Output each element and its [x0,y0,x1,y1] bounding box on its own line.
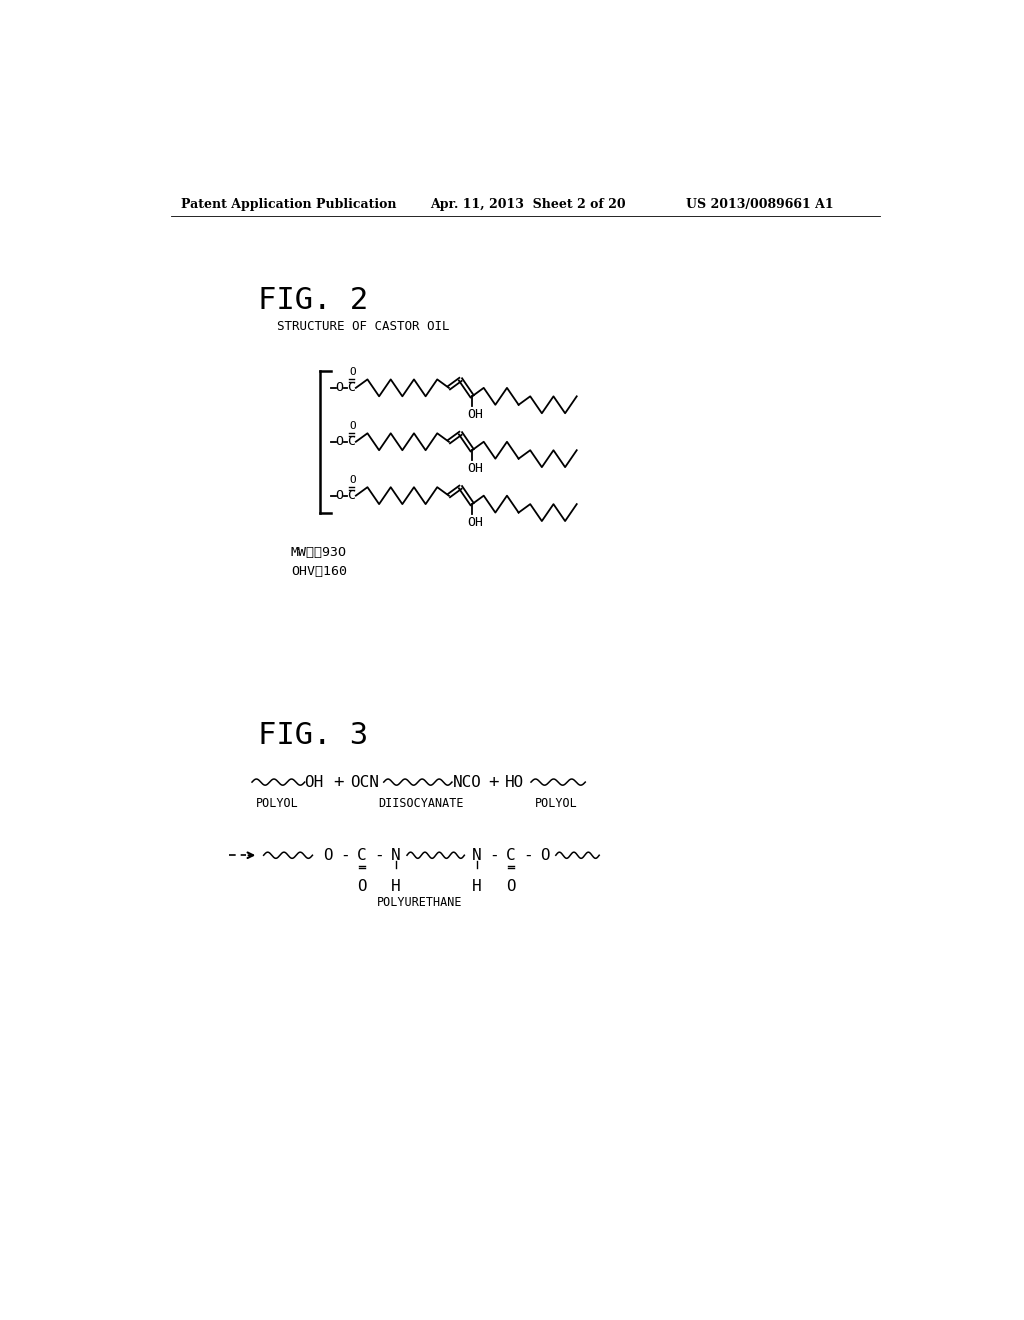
Text: -: - [340,847,350,863]
Text: +: + [334,774,344,791]
Text: N: N [391,847,401,863]
Text: O: O [336,436,344,449]
Text: DIISOCYANATE: DIISOCYANATE [378,797,464,810]
Text: O: O [336,490,344,502]
Text: POLYOL: POLYOL [536,797,578,810]
Text: -: - [523,847,532,863]
Text: FIG. 3: FIG. 3 [258,722,369,750]
Text: US 2013/0089661 A1: US 2013/0089661 A1 [686,198,834,211]
Text: H: H [391,879,401,894]
Text: O: O [349,475,356,486]
Text: O: O [357,879,367,894]
Text: C: C [357,847,367,863]
Text: OCN: OCN [350,775,379,789]
Text: OH: OH [467,516,483,529]
Text: O: O [324,847,333,863]
Text: POLYURETHANE: POLYURETHANE [377,896,462,909]
Text: C: C [347,381,355,395]
Text: N: N [472,847,481,863]
Text: HO: HO [505,775,524,789]
Text: -: - [375,847,384,863]
Text: FIG. 2: FIG. 2 [258,286,369,315]
Text: H: H [472,879,481,894]
Text: OH: OH [304,775,324,789]
Text: OH: OH [467,462,483,475]
Text: OH: OH [467,408,483,421]
Text: Patent Application Publication: Patent Application Publication [180,198,396,211]
Text: NCO: NCO [453,775,482,789]
Text: O: O [336,381,344,395]
Text: O: O [349,367,356,378]
Text: -: - [489,847,499,863]
Text: STRUCTURE OF CASTOR OIL: STRUCTURE OF CASTOR OIL [276,319,450,333]
Text: O: O [506,879,516,894]
Text: O: O [540,847,550,863]
Text: MW：組93O: MW：組93O [291,546,347,560]
Text: O: O [349,421,356,432]
Text: Apr. 11, 2013  Sheet 2 of 20: Apr. 11, 2013 Sheet 2 of 20 [430,198,626,211]
Text: C: C [347,436,355,449]
Text: OHV：160: OHV：160 [291,565,347,578]
Text: POLYOL: POLYOL [256,797,299,810]
Text: C: C [506,847,516,863]
Text: C: C [347,490,355,502]
Text: +: + [488,774,499,791]
